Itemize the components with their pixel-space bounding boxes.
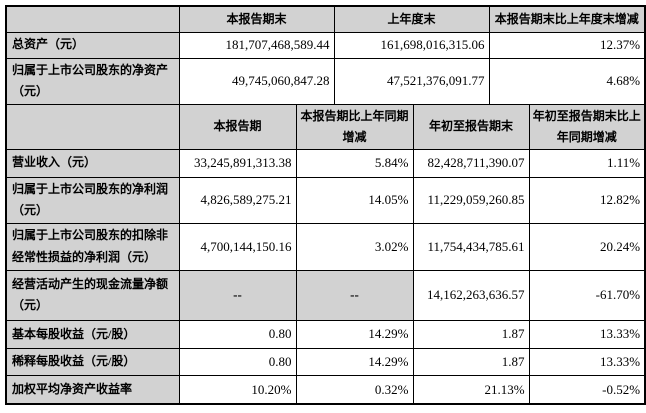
metric-value: 11,229,059,260.85 — [412, 176, 530, 224]
metric-label: 归属于上市公司股东的扣除非经常性损益的净利润（元） — [5, 222, 180, 271]
metric-value: 12.82% — [528, 176, 646, 224]
metric-label: 经营活动产生的现金流量净额（元） — [5, 269, 180, 321]
net-assets-row: 归属于上市公司股东的净资产（元） 49,745,060,847.28 47,52… — [5, 57, 646, 105]
reporting-period-header-row: 本报告期 本报告期比上年同期增减 年初至报告期末 年初至报告期末比上年同期增减 — [5, 103, 646, 150]
header-current-period-end: 本报告期末 — [178, 5, 335, 33]
operating-cash-flow-row: 经营活动产生的现金流量净额（元） -- -- 14,162,263,636.57… — [5, 269, 646, 321]
metric-label: 归属于上市公司股东的净利润（元） — [5, 176, 180, 224]
metric-value: 14.29% — [295, 319, 414, 349]
header-prior-year-end: 上年度末 — [333, 5, 490, 33]
metric-label: 归属于上市公司股东的净资产（元） — [5, 57, 180, 105]
metric-value: 1.11% — [528, 148, 646, 178]
metric-label: 加权平均净资产收益率 — [5, 374, 180, 405]
metric-value: 161,698,016,315.06 — [333, 31, 490, 59]
diluted-eps-row: 稀释每股收益（元/股） 0.80 14.29% 1.87 13.33% — [5, 347, 646, 376]
period-end-header-row: 本报告期末 上年度末 本报告期末比上年度末增减 — [5, 5, 646, 33]
header-ytd-yoy-change: 年初至报告期末比上年同期增减 — [528, 103, 646, 150]
metric-value: 4,826,589,275.21 — [178, 176, 297, 224]
metric-value: 0.32% — [295, 374, 414, 405]
net-profit-row: 归属于上市公司股东的净利润（元） 4,826,589,275.21 14.05%… — [5, 176, 646, 224]
metric-value: 49,745,060,847.28 — [178, 57, 335, 105]
metric-value: 12.37% — [488, 31, 646, 59]
header-period-end-change: 本报告期末比上年度末增减 — [488, 5, 646, 33]
metric-value: 10.20% — [178, 374, 297, 405]
metric-value: 4.68% — [488, 57, 646, 105]
revenue-row: 营业收入（元） 33,245,891,313.38 5.84% 82,428,7… — [5, 148, 646, 178]
metric-value: 82,428,711,390.07 — [412, 148, 530, 178]
metric-value: 3.02% — [295, 222, 414, 271]
metric-label: 总资产（元） — [5, 31, 180, 59]
metric-value: -0.52% — [528, 374, 646, 405]
metric-value: 33,245,891,313.38 — [178, 148, 297, 178]
basic-eps-row: 基本每股收益（元/股） 0.80 14.29% 1.87 13.33% — [5, 319, 646, 349]
metric-label: 营业收入（元） — [5, 148, 180, 178]
metric-value: 0.80 — [178, 347, 297, 376]
metric-value: 20.24% — [528, 222, 646, 271]
metric-value: 14,162,263,636.57 — [412, 269, 530, 321]
corner-cell — [5, 103, 180, 150]
metric-value: 21.13% — [412, 374, 530, 405]
metric-value: -61.70% — [528, 269, 646, 321]
adjusted-net-profit-row: 归属于上市公司股东的扣除非经常性损益的净利润（元） 4,700,144,150.… — [5, 222, 646, 271]
weighted-roe-row: 加权平均净资产收益率 10.20% 0.32% 21.13% -0.52% — [5, 374, 646, 405]
metric-value: 0.80 — [178, 319, 297, 349]
metric-value: 13.33% — [528, 319, 646, 349]
header-current-period: 本报告期 — [178, 103, 297, 150]
header-year-to-date: 年初至报告期末 — [412, 103, 530, 150]
total-assets-row: 总资产（元） 181,707,468,589.44 161,698,016,31… — [5, 31, 646, 59]
metric-value: 13.33% — [528, 347, 646, 376]
metric-value: 1.87 — [412, 319, 530, 349]
metric-value: 1.87 — [412, 347, 530, 376]
metric-value: 14.05% — [295, 176, 414, 224]
metric-value: 4,700,144,150.16 — [178, 222, 297, 271]
header-period-yoy-change: 本报告期比上年同期增减 — [295, 103, 414, 150]
metric-value: 14.29% — [295, 347, 414, 376]
metric-value: 11,754,434,785.61 — [412, 222, 530, 271]
corner-cell — [5, 5, 180, 33]
metric-label: 稀释每股收益（元/股） — [5, 347, 180, 376]
metric-value-na: -- — [178, 269, 297, 321]
metric-value: 181,707,468,589.44 — [178, 31, 335, 59]
metric-value-na: -- — [295, 269, 414, 321]
metric-value: 5.84% — [295, 148, 414, 178]
metric-value: 47,521,376,091.77 — [333, 57, 490, 105]
key-financials-table: 本报告期末 上年度末 本报告期末比上年度末增减 总资产（元） 181,707,4… — [5, 5, 646, 406]
metric-label: 基本每股收益（元/股） — [5, 319, 180, 349]
